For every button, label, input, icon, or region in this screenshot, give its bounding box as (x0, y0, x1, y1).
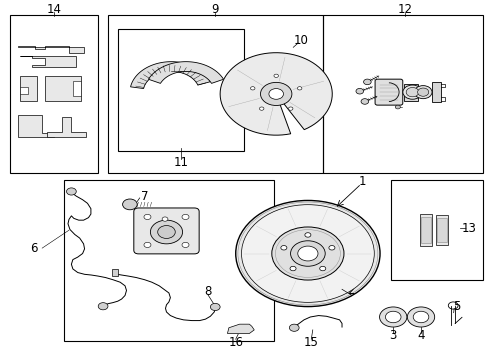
Circle shape (259, 107, 264, 110)
Circle shape (413, 86, 431, 99)
Polygon shape (419, 215, 431, 246)
Text: 15: 15 (303, 336, 318, 348)
Circle shape (271, 227, 343, 280)
Text: 1: 1 (358, 175, 366, 188)
Circle shape (407, 307, 434, 327)
Bar (64, 180, 273, 341)
Circle shape (406, 87, 418, 97)
Circle shape (297, 246, 317, 261)
Circle shape (235, 201, 379, 307)
Circle shape (210, 303, 220, 311)
Circle shape (290, 241, 325, 266)
Circle shape (268, 89, 283, 99)
Bar (322, 15, 483, 173)
Circle shape (288, 107, 292, 110)
Polygon shape (20, 76, 37, 101)
Circle shape (360, 99, 368, 104)
Bar (118, 30, 244, 151)
Circle shape (363, 79, 370, 85)
Polygon shape (18, 116, 54, 137)
Circle shape (289, 266, 295, 271)
Text: 9: 9 (211, 3, 219, 16)
Circle shape (66, 188, 76, 195)
Polygon shape (420, 217, 430, 243)
Circle shape (182, 242, 189, 247)
Bar (390, 180, 483, 280)
Circle shape (412, 311, 428, 323)
Circle shape (402, 85, 421, 99)
Circle shape (394, 105, 400, 109)
Polygon shape (18, 45, 83, 53)
Polygon shape (220, 53, 331, 135)
Polygon shape (20, 56, 76, 67)
Bar (403, 84, 417, 100)
Circle shape (385, 311, 400, 323)
Text: 6: 6 (30, 242, 38, 255)
Circle shape (355, 89, 363, 94)
Polygon shape (148, 62, 223, 84)
Circle shape (417, 88, 428, 96)
Text: 16: 16 (228, 336, 243, 348)
Bar (108, 15, 322, 173)
Text: 10: 10 (293, 33, 308, 47)
Circle shape (297, 87, 301, 90)
Circle shape (379, 307, 406, 327)
Bar (112, 269, 118, 276)
Circle shape (182, 214, 189, 220)
Circle shape (319, 266, 325, 271)
Polygon shape (44, 76, 81, 101)
Text: 12: 12 (397, 3, 412, 16)
Circle shape (237, 202, 377, 305)
Circle shape (333, 279, 349, 291)
Text: 13: 13 (460, 222, 475, 235)
Circle shape (122, 199, 137, 210)
Text: 5: 5 (452, 300, 459, 313)
Circle shape (150, 220, 182, 244)
Text: 14: 14 (47, 3, 61, 16)
Circle shape (158, 226, 175, 238)
Polygon shape (435, 215, 447, 245)
Polygon shape (227, 324, 254, 333)
Circle shape (289, 324, 299, 331)
Circle shape (143, 242, 151, 247)
Text: 8: 8 (204, 285, 211, 298)
Circle shape (260, 82, 291, 105)
Circle shape (275, 230, 340, 278)
Circle shape (273, 74, 278, 77)
Polygon shape (436, 219, 446, 242)
Circle shape (143, 214, 151, 220)
Polygon shape (20, 87, 27, 94)
FancyBboxPatch shape (134, 208, 199, 254)
Circle shape (241, 205, 373, 302)
Text: 4: 4 (416, 329, 424, 342)
Text: 11: 11 (173, 156, 188, 169)
Circle shape (304, 233, 310, 237)
Circle shape (280, 246, 286, 250)
Circle shape (162, 217, 167, 221)
Polygon shape (47, 117, 86, 137)
Circle shape (250, 87, 254, 90)
Circle shape (98, 303, 108, 310)
Text: 2: 2 (346, 284, 354, 297)
Text: 3: 3 (389, 329, 396, 342)
Bar (431, 82, 440, 102)
FancyBboxPatch shape (374, 79, 402, 105)
Polygon shape (130, 62, 210, 89)
Circle shape (328, 246, 334, 250)
Text: 7: 7 (141, 190, 148, 203)
Bar (10, 15, 98, 173)
Polygon shape (73, 81, 81, 96)
